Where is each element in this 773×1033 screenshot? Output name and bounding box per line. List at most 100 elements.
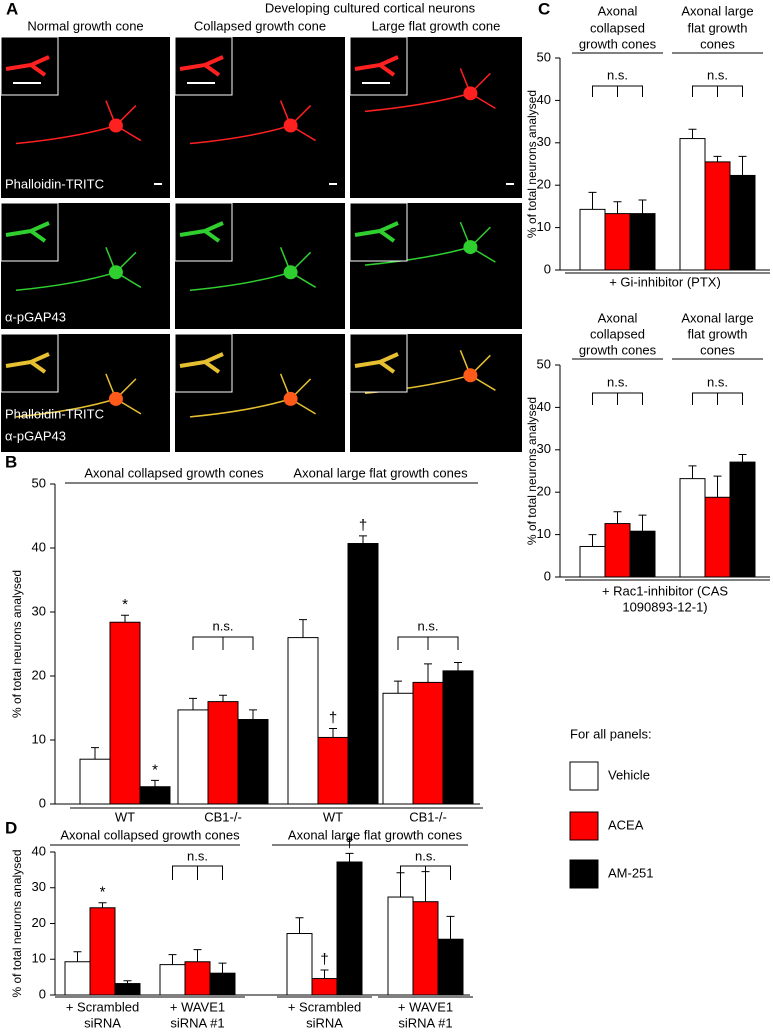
- error-bar: [249, 709, 257, 720]
- x-tick-label: siRNA: [84, 1015, 121, 1030]
- group-label: Axonal large flat growth cones: [293, 465, 468, 480]
- panel-label: D: [5, 818, 17, 837]
- error-bar: [193, 949, 202, 962]
- soma: [108, 265, 123, 280]
- error-bar: [359, 535, 367, 544]
- y-tick-label: 30: [537, 441, 551, 456]
- y-tick-label: 10: [32, 731, 46, 746]
- error-bar: [295, 917, 304, 934]
- legend-swatch: [569, 761, 599, 791]
- significance-mark: †: [320, 951, 328, 968]
- bar: [729, 461, 756, 578]
- x-tick-label: siRNA: [306, 1015, 343, 1030]
- x-tick-label: CB1-/-: [409, 809, 447, 824]
- bar: [317, 736, 349, 805]
- soma: [463, 86, 478, 101]
- neurite: [364, 68, 496, 113]
- neurite: [189, 373, 316, 418]
- bar: [437, 938, 464, 996]
- x-tick-label: + WAVE1: [170, 999, 225, 1014]
- soma: [463, 240, 478, 255]
- error-bar: [73, 951, 82, 962]
- error-bar: [151, 779, 159, 787]
- category-header: flat growth: [688, 326, 748, 341]
- stain-label: α-pGAP43: [5, 428, 66, 443]
- legend-label: ACEA: [608, 817, 644, 832]
- y-tick-label: 30: [32, 879, 46, 894]
- bar: [159, 964, 186, 996]
- bar: [89, 907, 116, 996]
- error-bar: [446, 915, 455, 940]
- x-tick-label: CB1-/-: [204, 809, 242, 824]
- bar: [184, 961, 211, 996]
- neurite: [364, 350, 496, 395]
- error-bar: [588, 191, 597, 210]
- error-bar: [218, 962, 227, 974]
- y-tick-label: 0: [39, 795, 46, 810]
- bar: [336, 861, 363, 996]
- error-bar: [394, 680, 402, 694]
- y-tick-label: 20: [537, 177, 551, 192]
- x-axis-label: 1090893-12-1): [622, 599, 707, 614]
- inset-cone: [5, 352, 50, 374]
- y-tick-label: 40: [537, 399, 551, 414]
- column-header: Normal growth cone: [27, 18, 143, 33]
- inset-cone: [179, 55, 224, 77]
- error-bar: [454, 662, 462, 671]
- stain-label: Phalloidin-TRITC: [5, 406, 104, 421]
- y-tick-label: 30: [32, 603, 46, 618]
- bracket: [192, 636, 254, 650]
- bar: [209, 972, 236, 996]
- y-tick-label: 30: [537, 134, 551, 149]
- bar: [382, 692, 414, 805]
- y-axis-label: % of total neurons analysed: [10, 570, 24, 718]
- panel-label: A: [6, 0, 18, 18]
- error-bar: [688, 128, 697, 139]
- legend-label: Vehicle: [608, 767, 650, 782]
- category-header: Axonal: [598, 3, 638, 18]
- bracket: [692, 392, 743, 405]
- category-header: cones: [700, 342, 735, 357]
- category-header: collapsed: [590, 20, 645, 35]
- significance-mark: *: [122, 596, 128, 613]
- bracket: [592, 85, 643, 97]
- bar: [729, 174, 756, 271]
- y-axis-label: % of total neurons analysed: [525, 397, 539, 545]
- bracket: [172, 865, 223, 880]
- y-tick-label: 0: [544, 568, 551, 583]
- bar: [286, 933, 313, 996]
- x-tick-label: WT: [323, 809, 343, 824]
- category-header: flat growth: [688, 20, 748, 35]
- bar: [177, 709, 209, 805]
- significance-mark: *: [152, 761, 158, 778]
- bracket-label: n.s.: [213, 618, 234, 633]
- error-bar: [713, 155, 722, 162]
- bracket: [397, 636, 459, 650]
- bar: [79, 758, 111, 805]
- error-bar: [345, 852, 354, 863]
- significance-mark: †: [359, 517, 367, 534]
- soma: [108, 118, 123, 133]
- category-header: growth cones: [579, 36, 657, 51]
- neurite: [15, 373, 142, 418]
- bar: [604, 523, 631, 578]
- category-header: collapsed: [590, 326, 645, 341]
- soma: [283, 118, 298, 133]
- category-header: Axonal large: [681, 3, 753, 18]
- inset-cone: [5, 55, 50, 77]
- error-bar: [588, 534, 597, 547]
- group-label: Axonal collapsed growth cones: [60, 827, 240, 842]
- bar: [412, 901, 439, 996]
- soma: [283, 265, 298, 280]
- y-tick-label: 50: [537, 356, 551, 371]
- error-bar: [91, 747, 99, 760]
- significance-mark: †: [329, 709, 337, 726]
- x-tick-label: + Scrambled: [288, 999, 361, 1014]
- error-bar: [738, 155, 747, 176]
- bar: [579, 208, 606, 271]
- bracket-label: n.s.: [607, 67, 628, 82]
- category-header: growth cones: [579, 342, 657, 357]
- significance-mark: †: [345, 834, 353, 851]
- x-axis-label: + Rac1-inhibitor (CAS: [602, 583, 728, 598]
